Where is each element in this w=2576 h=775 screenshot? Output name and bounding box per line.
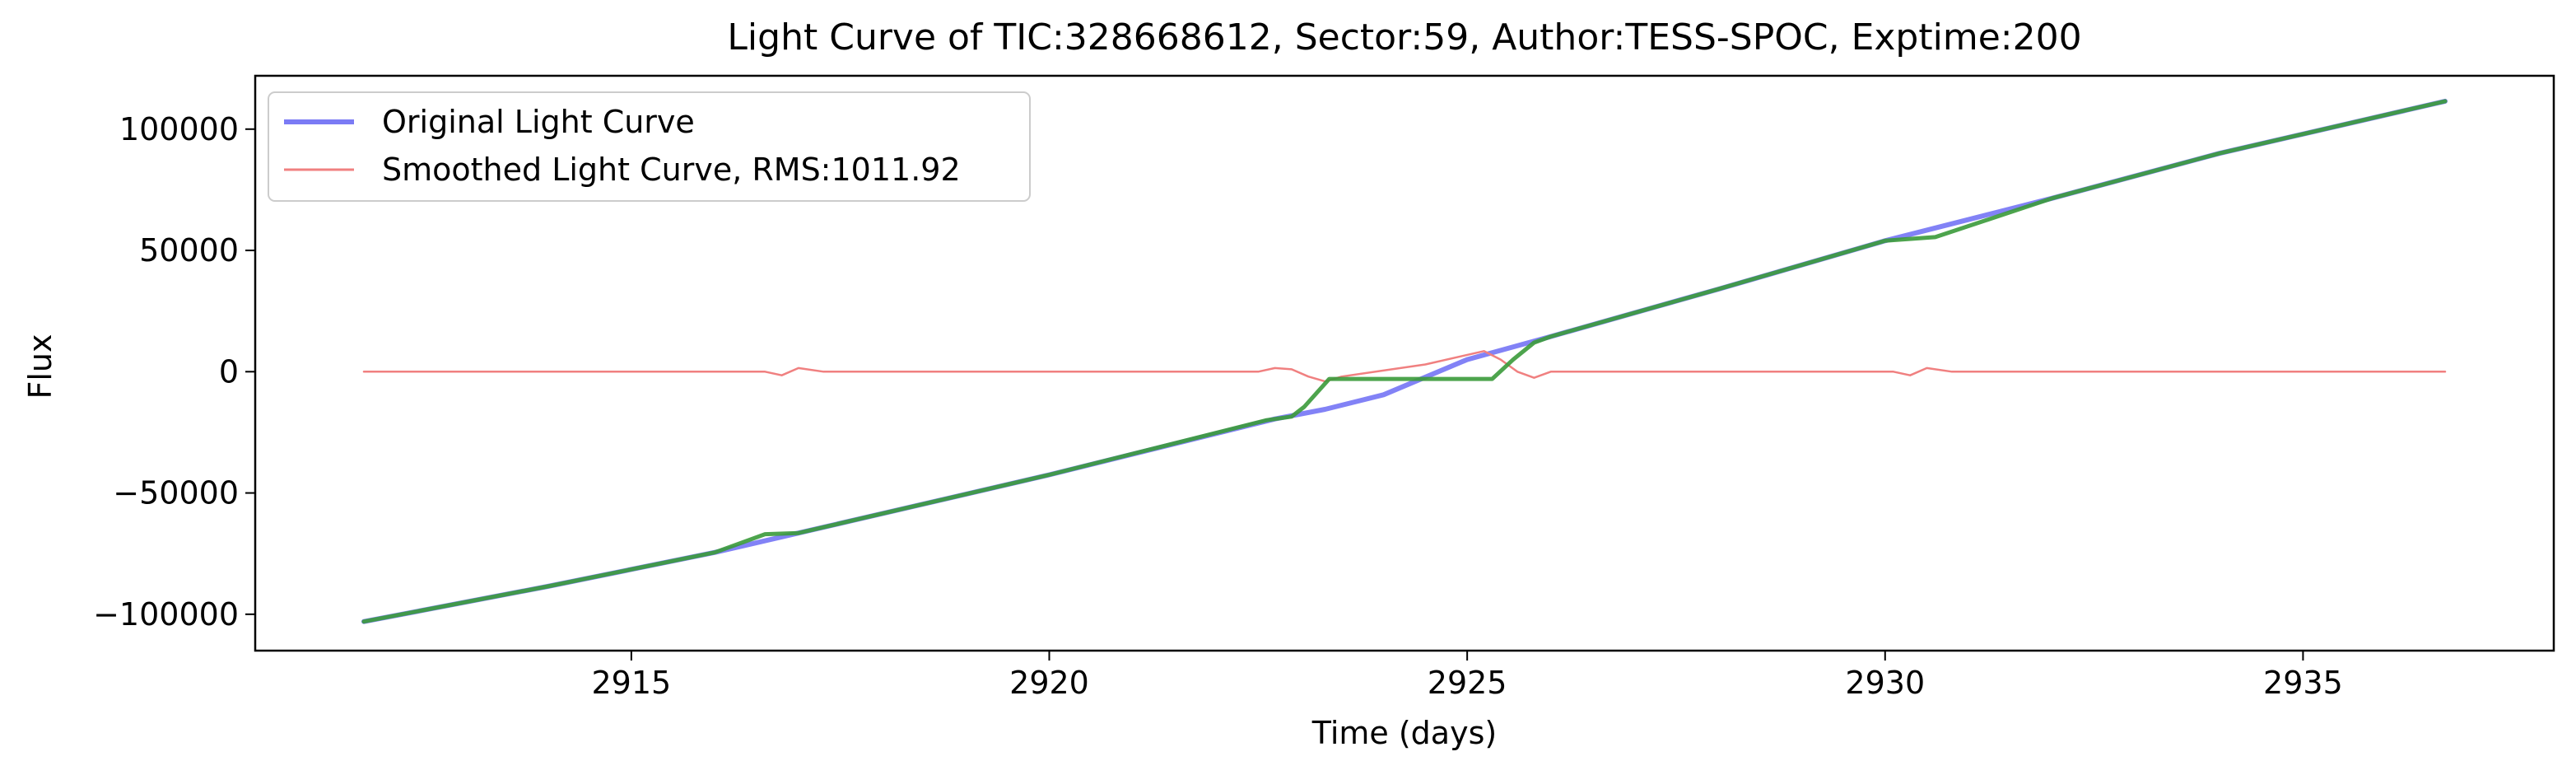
- x-tick-label: 2925: [1428, 665, 1507, 701]
- x-axis-label: Time (days): [1311, 715, 1497, 751]
- x-tick-label: 2915: [592, 665, 672, 701]
- series-original-line: [361, 98, 2448, 624]
- y-axis-label: Flux: [22, 334, 58, 399]
- x-axis-ticks: 2915 2920 2925 2930 2935: [592, 651, 2343, 701]
- chart-title: Light Curve of TIC:328668612, Sector:59,…: [727, 16, 2081, 58]
- x-tick-label: 2930: [1845, 665, 1925, 701]
- x-tick-label: 2935: [2263, 665, 2343, 701]
- y-tick-label: −100000: [93, 596, 239, 633]
- y-tick-label: 0: [219, 353, 239, 390]
- legend-box: [268, 91, 1031, 202]
- y-tick-label: 50000: [139, 232, 239, 268]
- series-green-line: [361, 99, 2448, 624]
- plot-frame: [254, 74, 2555, 652]
- legend: Original Light Curve Smoothed Light Curv…: [268, 91, 1031, 202]
- legend-label-smoothed: Smoothed Light Curve, RMS:1011.92: [382, 152, 961, 188]
- plot-lines: [361, 98, 2448, 624]
- legend-label-original: Original Light Curve: [382, 104, 695, 140]
- x-tick-label: 2920: [1009, 665, 1089, 701]
- y-axis-ticks: −100000 −50000 0 50000 100000: [93, 111, 255, 633]
- y-tick-label: 100000: [119, 111, 239, 147]
- series-smoothed-line: [362, 350, 2447, 383]
- y-tick-label: −50000: [113, 475, 239, 511]
